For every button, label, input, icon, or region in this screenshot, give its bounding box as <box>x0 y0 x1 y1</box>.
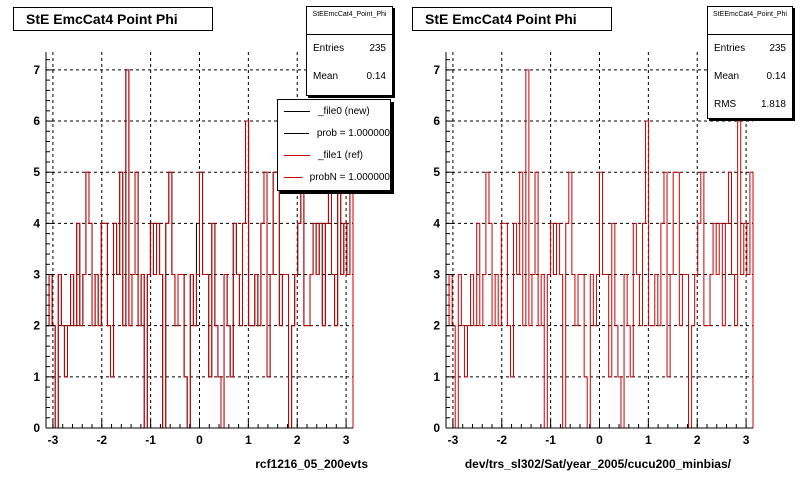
right-stats-rms: RMS 1.818 <box>708 91 792 119</box>
y-tick-label: 2 <box>33 319 40 333</box>
y-tick-label: 6 <box>433 114 440 128</box>
stats-entries-label: Entries <box>313 43 345 54</box>
stats-mean-value: 0.14 <box>766 71 786 82</box>
right-stats-box: StEEmcCat4_Point_Phi Entries 235 Mean 0.… <box>707 6 793 119</box>
legend-entry-probn: probN = 1.000000 <box>278 166 390 188</box>
right-stats-mean: Mean 0.14 <box>708 63 792 91</box>
legend-line-probn <box>284 176 302 178</box>
legend-entry-prob: prob = 1.000000 <box>278 122 390 144</box>
left-stats-box: StEEmcCat4_Point_Phi Entries 235 Mean 0.… <box>306 6 393 96</box>
right-stats-name: StEEmcCat4_Point_Phi <box>708 7 792 35</box>
stats-mean-label: Mean <box>313 71 339 82</box>
histogram-series-line <box>445 69 754 429</box>
y-tick-label: 3 <box>33 268 40 282</box>
x-tick-label: 1 <box>645 433 652 447</box>
legend-label-ref: _file1 (ref) <box>318 149 364 161</box>
y-tick-label: 1 <box>33 370 40 384</box>
legend-label-probn: probN = 1.000000 <box>309 171 390 183</box>
left-x-axis-title: rcf1216_05_200evts <box>255 457 368 471</box>
y-tick-label: 7 <box>433 63 440 77</box>
legend-entry-ref: _file1 (ref) <box>278 144 390 166</box>
stats-rms-value: 1.818 <box>760 99 786 110</box>
x-tick-label: 2 <box>294 433 301 447</box>
y-tick-label: 4 <box>33 216 40 230</box>
x-tick-label: -2 <box>96 433 107 447</box>
left-plot-title: StE EmcCat4 Point Phi <box>13 7 213 31</box>
right-stats-entries: Entries 235 <box>708 35 792 63</box>
left-stats-mean: Mean 0.14 <box>307 63 392 91</box>
left-legend: _file0 (new) prob = 1.000000 _file1 (ref… <box>277 99 391 191</box>
x-tick-label: 0 <box>596 433 603 447</box>
y-tick-label: 3 <box>433 268 440 282</box>
right-x-axis-title: dev/trs_sl302/Sat/year_2005/cucu200_minb… <box>464 457 731 471</box>
y-tick-label: 0 <box>433 421 440 435</box>
x-tick-label: -3 <box>48 433 59 447</box>
legend-entry-new: _file0 (new) <box>278 100 390 122</box>
left-stats-entries: Entries 235 <box>307 35 392 63</box>
legend-line-ref <box>284 154 310 156</box>
x-tick-label: 0 <box>196 433 203 447</box>
x-tick-label: -1 <box>145 433 156 447</box>
x-tick-label: 1 <box>245 433 252 447</box>
right-plot-title: StE EmcCat4 Point Phi <box>412 7 612 31</box>
y-tick-label: 2 <box>433 319 440 333</box>
stats-mean-value: 0.14 <box>366 71 386 82</box>
x-tick-label: 3 <box>343 433 350 447</box>
stats-entries-value: 235 <box>369 43 386 54</box>
legend-line-new <box>284 110 310 112</box>
y-tick-label: 5 <box>433 165 440 179</box>
stats-mean-label: Mean <box>714 71 740 82</box>
x-tick-label: 2 <box>694 433 701 447</box>
y-tick-label: 1 <box>433 370 440 384</box>
y-tick-label: 5 <box>33 165 40 179</box>
x-tick-label: -1 <box>545 433 556 447</box>
stats-entries-label: Entries <box>714 43 746 54</box>
x-tick-label: -2 <box>496 433 507 447</box>
x-tick-label: -3 <box>448 433 459 447</box>
y-tick-label: 6 <box>33 114 40 128</box>
y-tick-label: 7 <box>33 63 40 77</box>
legend-label-new: _file0 (new) <box>318 105 370 117</box>
x-tick-label: 3 <box>743 433 750 447</box>
legend-line-prob <box>284 132 309 134</box>
stats-entries-value: 235 <box>769 43 786 54</box>
stats-rms-label: RMS <box>714 99 737 110</box>
left-stats-name: StEEmcCat4_Point_Phi <box>307 7 392 35</box>
y-tick-label: 4 <box>433 216 440 230</box>
legend-label-prob: prob = 1.000000 <box>316 127 390 139</box>
y-tick-label: 0 <box>33 421 40 435</box>
